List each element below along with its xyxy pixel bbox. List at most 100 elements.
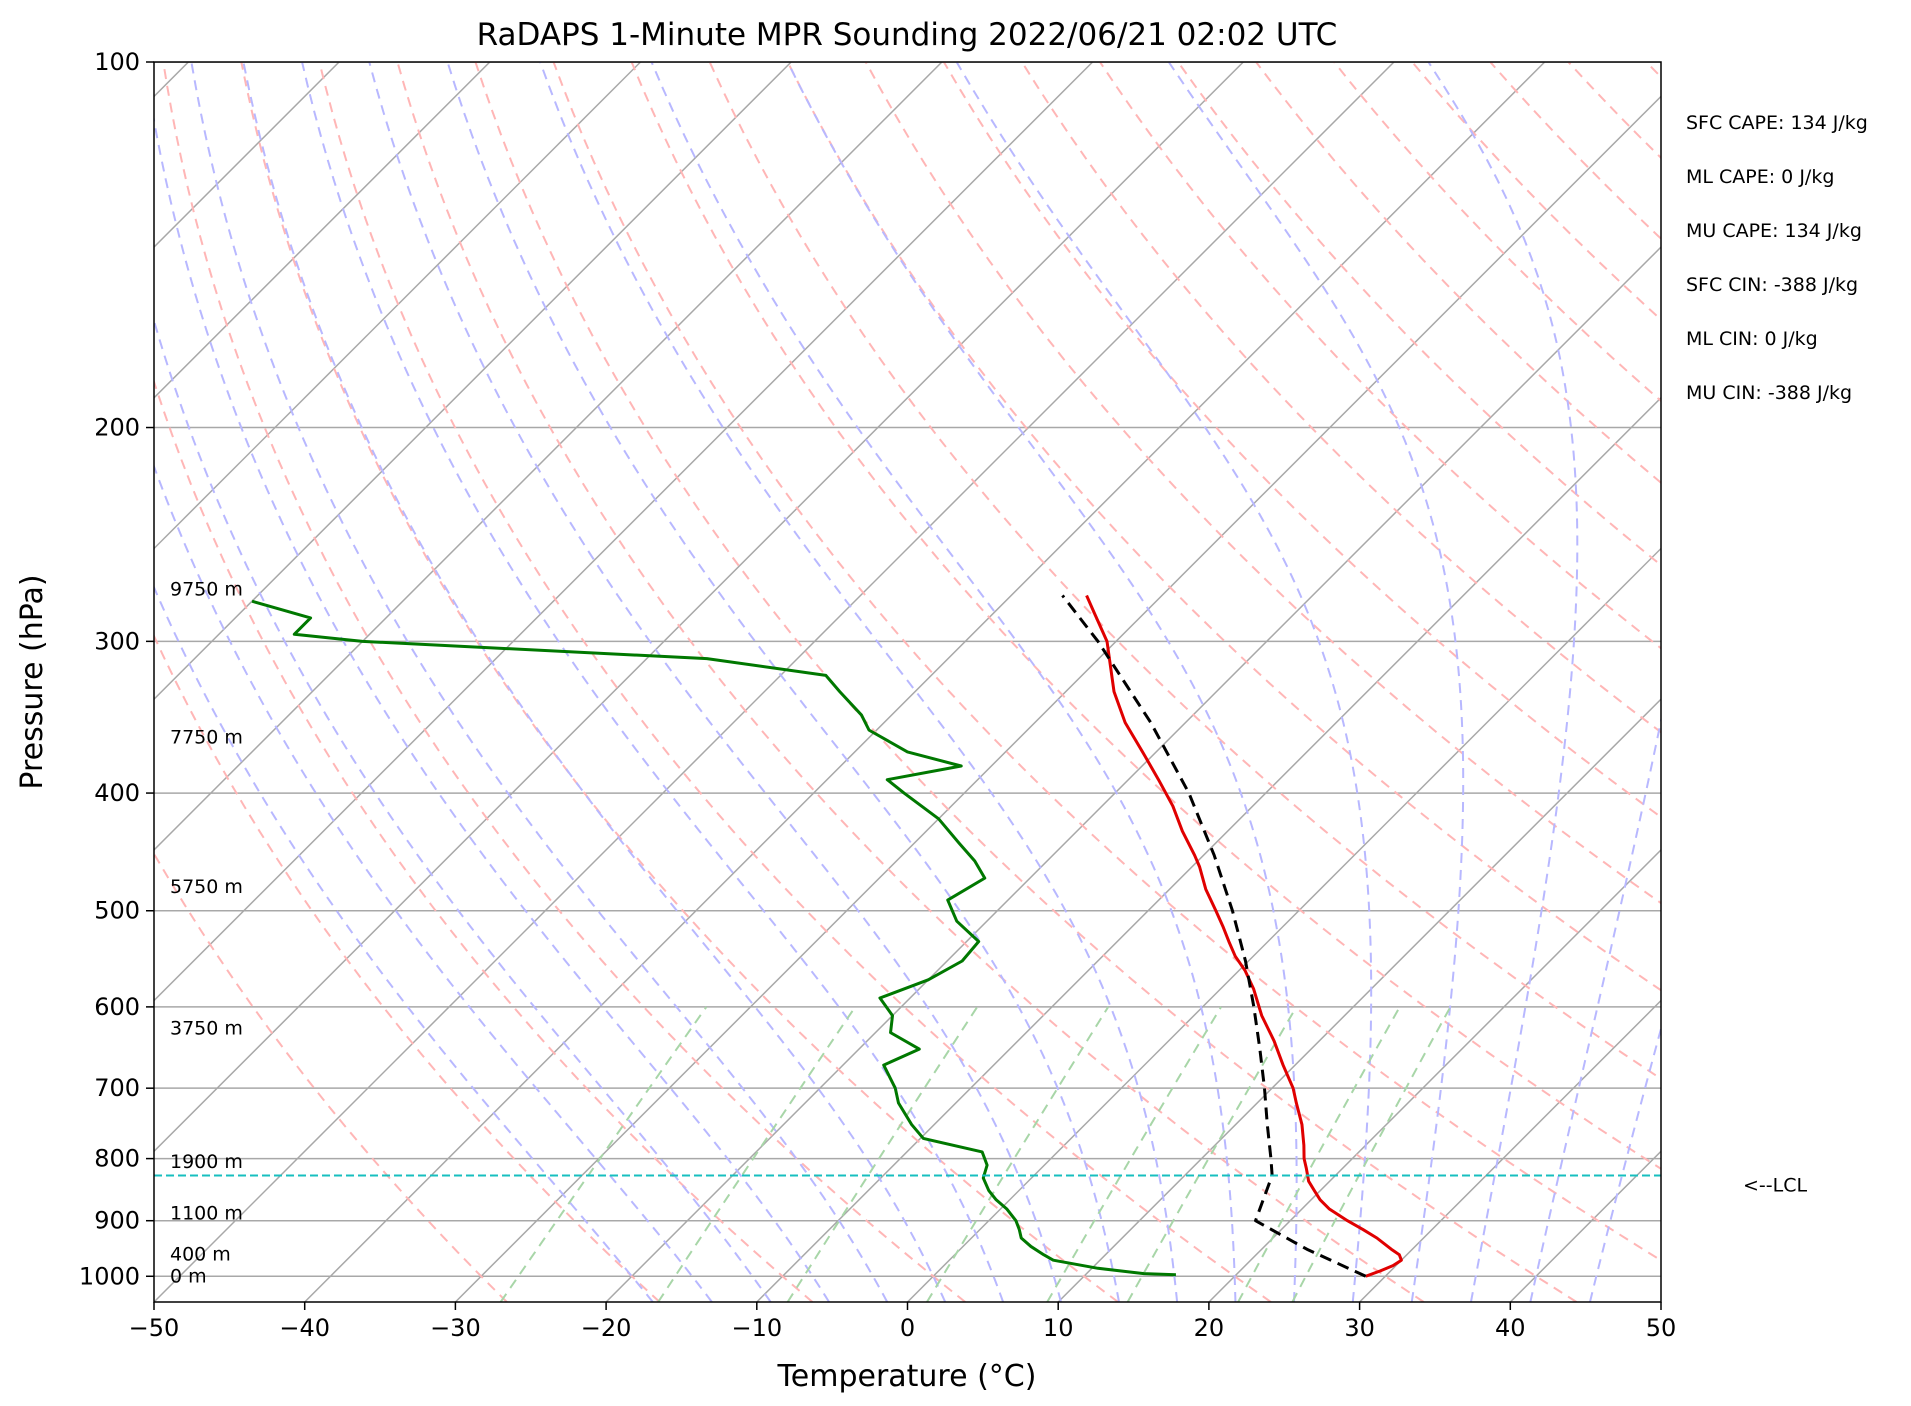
x-tick-label: 10 <box>1043 1314 1074 1342</box>
y-tick-label: 800 <box>94 1145 140 1173</box>
y-tick-label: 900 <box>94 1207 140 1235</box>
isotherm-line <box>454 95 1661 1302</box>
y-tick-label: 100 <box>94 48 140 76</box>
moist-adiabat-line <box>1427 62 1579 1302</box>
dry-adiabat-line <box>154 851 508 1302</box>
moist-adiabat-line <box>154 114 830 1302</box>
x-tick-label: 30 <box>1344 1314 1375 1342</box>
moist-adiabat-line <box>539 62 1179 1302</box>
chart-title: RaDAPS 1-Minute MPR Sounding 2022/06/21 … <box>477 17 1338 53</box>
dry-adiabat-line <box>786 62 1661 992</box>
stability-index: MU CAPE: 134 J/kg <box>1686 220 1862 242</box>
y-tick-label: 1000 <box>79 1262 140 1290</box>
y-tick-label: 700 <box>94 1074 140 1102</box>
moist-adiabat-line <box>242 62 947 1302</box>
moist-adiabat-line <box>650 62 1237 1302</box>
x-axis-label: Temperature (°C) <box>777 1359 1037 1394</box>
isotherm-line <box>154 62 1395 1302</box>
x-tick-label: 0 <box>900 1314 915 1342</box>
moist-adiabat-line <box>368 62 1062 1302</box>
moist-adiabat-line <box>190 62 889 1302</box>
isotherm-line <box>154 62 491 399</box>
mixing-ratio-line <box>926 1006 1110 1302</box>
mixing-ratio-line <box>499 1006 708 1302</box>
height-label: 5750 m <box>170 876 243 898</box>
moist-adiabat-line <box>955 62 1373 1302</box>
dry-adiabat-line <box>162 62 966 1302</box>
x-tick-label: −40 <box>279 1314 330 1342</box>
height-label: 1100 m <box>170 1203 243 1225</box>
x-tick-label: −20 <box>581 1314 632 1342</box>
y-tick-label: 200 <box>94 414 140 442</box>
mixing-ratio-line <box>1046 1006 1222 1302</box>
y-tick-label: 600 <box>94 993 140 1021</box>
isotherm-line <box>154 62 642 550</box>
x-tick-label: −50 <box>129 1314 180 1342</box>
dry-adiabat-line <box>1099 62 1661 650</box>
isotherm-line <box>1359 999 1661 1302</box>
dry-adiabat-line <box>1411 62 1661 321</box>
mixing-ratio-line <box>1237 1006 1401 1302</box>
ticks-layer: −50 −40 −30 −20 −10 0 10 20 30 40 50 1000 900 800 700 6… <box>79 48 1676 1342</box>
y-tick-label: 300 <box>94 627 140 655</box>
x-tick-label: 50 <box>1646 1314 1677 1342</box>
dry-adiabat-line <box>1177 62 1661 567</box>
moist-adiabat-line <box>154 584 654 1302</box>
lcl-label: <--LCL <box>1743 1174 1807 1196</box>
isotherm-line <box>154 62 1094 1002</box>
height-label: 400 m <box>170 1244 231 1266</box>
x-tick-label: −30 <box>430 1314 481 1342</box>
moist-adiabat-line <box>1529 715 1661 1302</box>
moist-adiabat-line <box>446 62 1120 1302</box>
mixing-ratio-line <box>786 1006 979 1302</box>
dewpoint-line <box>251 599 1176 1277</box>
isotherm-line <box>154 62 1244 1153</box>
height-label: 1900 m <box>170 1151 243 1173</box>
x-tick-label: 20 <box>1194 1314 1225 1342</box>
moist-adiabat-line <box>154 317 772 1302</box>
height-label: 7750 m <box>170 727 243 749</box>
isotherm-line <box>906 547 1661 1302</box>
mixing-ratio-line <box>1291 1006 1452 1302</box>
stability-index: SFC CIN: -388 J/kg <box>1686 274 1858 296</box>
dry-adiabat-line <box>552 62 1661 1262</box>
dry-adiabat-line <box>396 62 1425 1302</box>
stability-index: ML CIN: 0 J/kg <box>1686 328 1818 350</box>
moist-adiabat-line <box>786 62 1298 1302</box>
dry-adiabat-line <box>708 62 1661 1081</box>
labels-layer: 9750 m 7750 m 5750 m 3750 m 1900 m 1100 m 400 … <box>170 112 1868 1287</box>
stability-index: ML CAPE: 0 J/kg <box>1686 166 1834 188</box>
mixing-ratio-line <box>1126 1006 1298 1302</box>
moist-adiabat-line <box>1588 1024 1661 1302</box>
y-tick-label: 500 <box>94 897 140 925</box>
stability-index: SFC CAPE: 134 J/kg <box>1686 112 1868 134</box>
isotherm-line <box>154 62 943 851</box>
height-label: 0 m <box>170 1265 207 1287</box>
x-tick-label: −10 <box>731 1314 782 1342</box>
temperature-line <box>1085 594 1403 1278</box>
moist-adiabat-line <box>1167 62 1465 1302</box>
isotherm-line <box>605 246 1661 1302</box>
dry-adiabat-line <box>240 62 1119 1302</box>
isotherm-line <box>154 62 792 701</box>
dry-adiabat-line <box>1255 62 1661 485</box>
stability-index: MU CIN: -388 J/kg <box>1686 382 1852 404</box>
series-layer <box>154 594 1661 1278</box>
moist-adiabat-line <box>154 463 713 1302</box>
dry-adiabat-line <box>864 62 1661 905</box>
height-label: 3750 m <box>170 1017 243 1039</box>
height-label: 9750 m <box>170 579 243 601</box>
isotherm-line <box>304 62 1546 1302</box>
dry-adiabat-line <box>630 62 1661 1170</box>
dry-adiabat-line <box>318 62 1272 1302</box>
moist-adiabat-line <box>301 62 1005 1302</box>
y-axis-label: Pressure (hPa) <box>15 574 50 789</box>
y-tick-label: 400 <box>94 779 140 807</box>
dry-adiabat-line <box>154 633 661 1302</box>
mixing-ratio-line <box>657 1006 857 1302</box>
x-tick-label: 40 <box>1495 1314 1526 1342</box>
isotherm-line <box>1208 848 1661 1302</box>
